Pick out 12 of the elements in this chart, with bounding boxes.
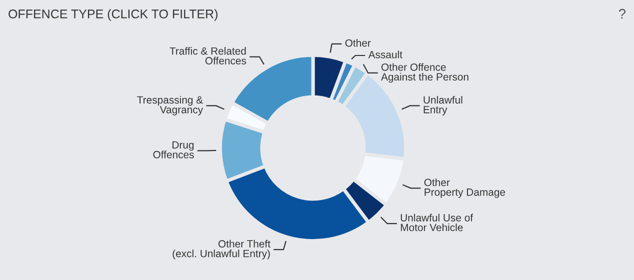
slice-label: Assault <box>368 50 402 58</box>
slice-label: Unlawful Use of Motor Vehicle <box>400 214 474 232</box>
text: ? <box>618 8 626 19</box>
slice-label: Other Offence Against the Person <box>381 63 468 83</box>
slice-label: Traffic & Related Offences <box>170 47 246 64</box>
slice-label: Other Property Damage <box>424 178 506 198</box>
slice-label: Other Theft (excl. Unlawful Entry) <box>172 240 270 260</box>
slice-label: Unlawful Entry <box>424 96 462 116</box>
slice-label: Drug Offences <box>153 141 194 158</box>
slice-label: Trespassing & Vagrancy <box>137 96 204 116</box>
chart-title: OFFENCE TYPE (CLICK TO FILTER) <box>8 9 218 21</box>
slice-label: Other <box>345 39 371 47</box>
